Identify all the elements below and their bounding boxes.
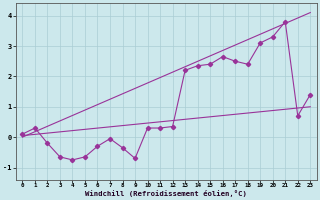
- X-axis label: Windchill (Refroidissement éolien,°C): Windchill (Refroidissement éolien,°C): [85, 190, 247, 197]
